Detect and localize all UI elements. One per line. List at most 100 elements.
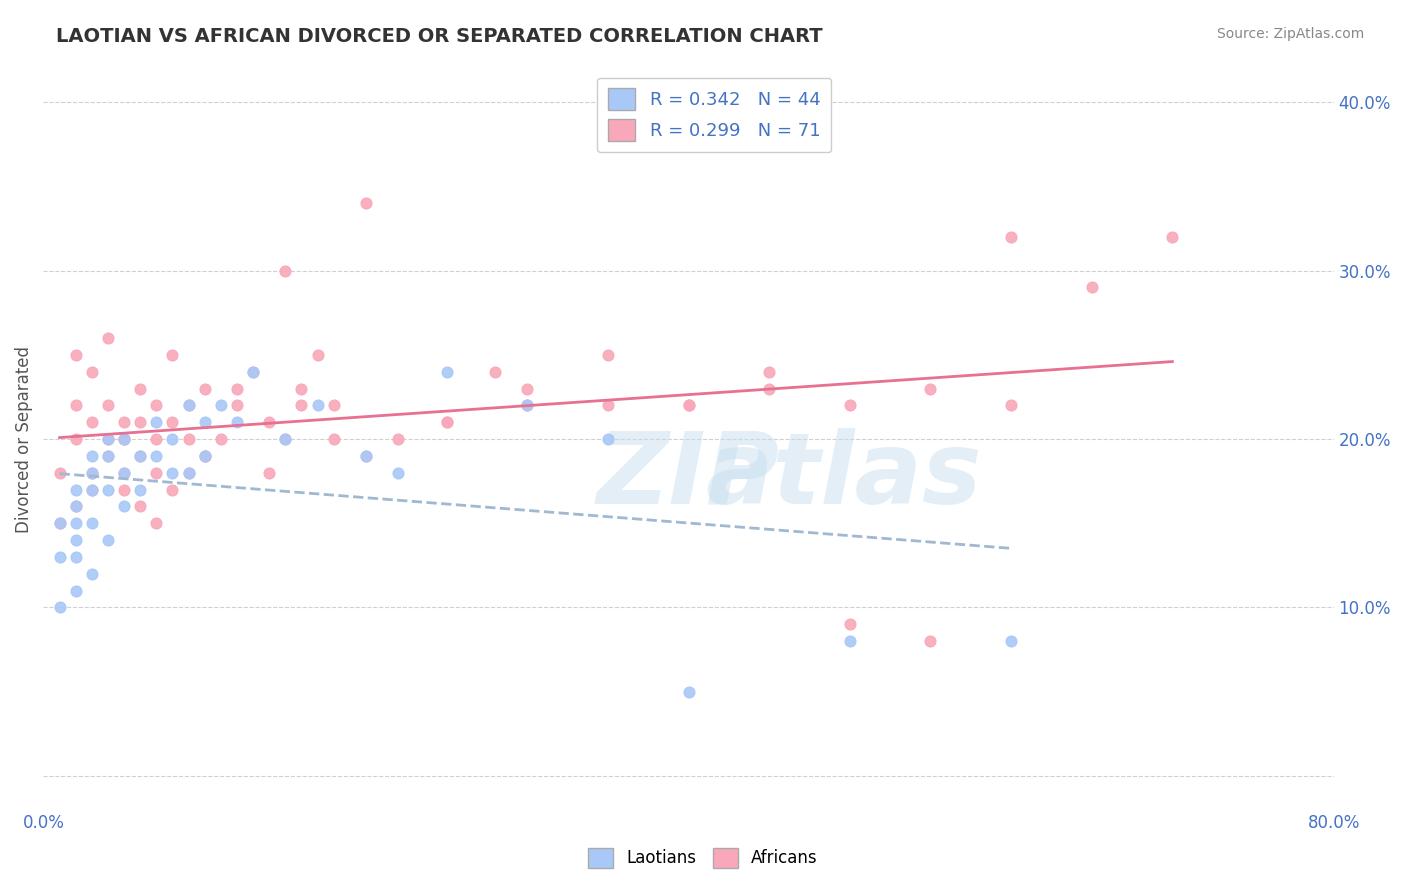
Point: [112, 466, 135, 480]
Point: [65, 500, 87, 514]
Point: [1000, 230, 1022, 244]
Point: [177, 432, 200, 446]
Point: [274, 432, 297, 446]
Point: [48, 516, 70, 531]
Point: [162, 483, 184, 497]
Point: [209, 398, 232, 412]
Point: [226, 415, 249, 429]
Point: [97, 398, 120, 412]
Point: [177, 466, 200, 480]
Point: [1000, 634, 1022, 648]
Point: [112, 432, 135, 446]
Point: [80, 566, 103, 581]
Point: [97, 533, 120, 547]
Point: [80, 466, 103, 480]
Text: LAOTIAN VS AFRICAN DIVORCED OR SEPARATED CORRELATION CHART: LAOTIAN VS AFRICAN DIVORCED OR SEPARATED…: [56, 27, 823, 45]
Point: [354, 196, 377, 211]
Point: [596, 348, 619, 362]
Point: [678, 398, 700, 412]
Text: Source: ZipAtlas.com: Source: ZipAtlas.com: [1216, 27, 1364, 41]
Point: [1161, 230, 1184, 244]
Point: [129, 382, 152, 396]
Point: [129, 483, 152, 497]
Point: [80, 415, 103, 429]
Point: [65, 533, 87, 547]
Point: [678, 684, 700, 698]
Point: [226, 382, 249, 396]
Point: [322, 398, 344, 412]
Legend: Laotians, Africans: Laotians, Africans: [581, 841, 825, 875]
Point: [516, 398, 538, 412]
Point: [209, 432, 232, 446]
Point: [322, 432, 344, 446]
Point: [65, 500, 87, 514]
Point: [516, 398, 538, 412]
Point: [162, 466, 184, 480]
Point: [145, 466, 167, 480]
Point: [920, 382, 942, 396]
Point: [80, 466, 103, 480]
Point: [838, 617, 860, 632]
Point: [1080, 280, 1102, 294]
Point: [194, 449, 217, 463]
Point: [1000, 398, 1022, 412]
Point: [596, 432, 619, 446]
Point: [65, 549, 87, 564]
Point: [129, 500, 152, 514]
Point: [65, 348, 87, 362]
Point: [354, 449, 377, 463]
Point: [48, 549, 70, 564]
Text: ZIP: ZIP: [598, 427, 780, 524]
Point: [65, 483, 87, 497]
Point: [97, 449, 120, 463]
Point: [80, 483, 103, 497]
Point: [65, 432, 87, 446]
Point: [80, 365, 103, 379]
Point: [129, 449, 152, 463]
Point: [484, 365, 506, 379]
Point: [80, 516, 103, 531]
Point: [48, 600, 70, 615]
Point: [80, 483, 103, 497]
Point: [274, 263, 297, 277]
Point: [162, 348, 184, 362]
Point: [145, 516, 167, 531]
Point: [177, 398, 200, 412]
Point: [678, 398, 700, 412]
Point: [97, 432, 120, 446]
Point: [97, 483, 120, 497]
Point: [177, 466, 200, 480]
Point: [838, 398, 860, 412]
Point: [194, 415, 217, 429]
Point: [162, 432, 184, 446]
Point: [436, 365, 458, 379]
Point: [920, 634, 942, 648]
Point: [290, 398, 312, 412]
Point: [436, 415, 458, 429]
Point: [145, 432, 167, 446]
Point: [112, 500, 135, 514]
Point: [274, 432, 297, 446]
Point: [387, 466, 409, 480]
Point: [65, 516, 87, 531]
Point: [177, 398, 200, 412]
Point: [65, 398, 87, 412]
Point: [80, 449, 103, 463]
Y-axis label: Divorced or Separated: Divorced or Separated: [15, 345, 32, 533]
Point: [194, 449, 217, 463]
Point: [129, 449, 152, 463]
Point: [145, 398, 167, 412]
Point: [257, 466, 280, 480]
Point: [65, 583, 87, 598]
Point: [387, 432, 409, 446]
Point: [596, 398, 619, 412]
Point: [112, 415, 135, 429]
Point: [307, 348, 329, 362]
Point: [162, 415, 184, 429]
Point: [48, 466, 70, 480]
Point: [226, 398, 249, 412]
Point: [354, 449, 377, 463]
Point: [145, 449, 167, 463]
Point: [112, 432, 135, 446]
Point: [242, 365, 264, 379]
